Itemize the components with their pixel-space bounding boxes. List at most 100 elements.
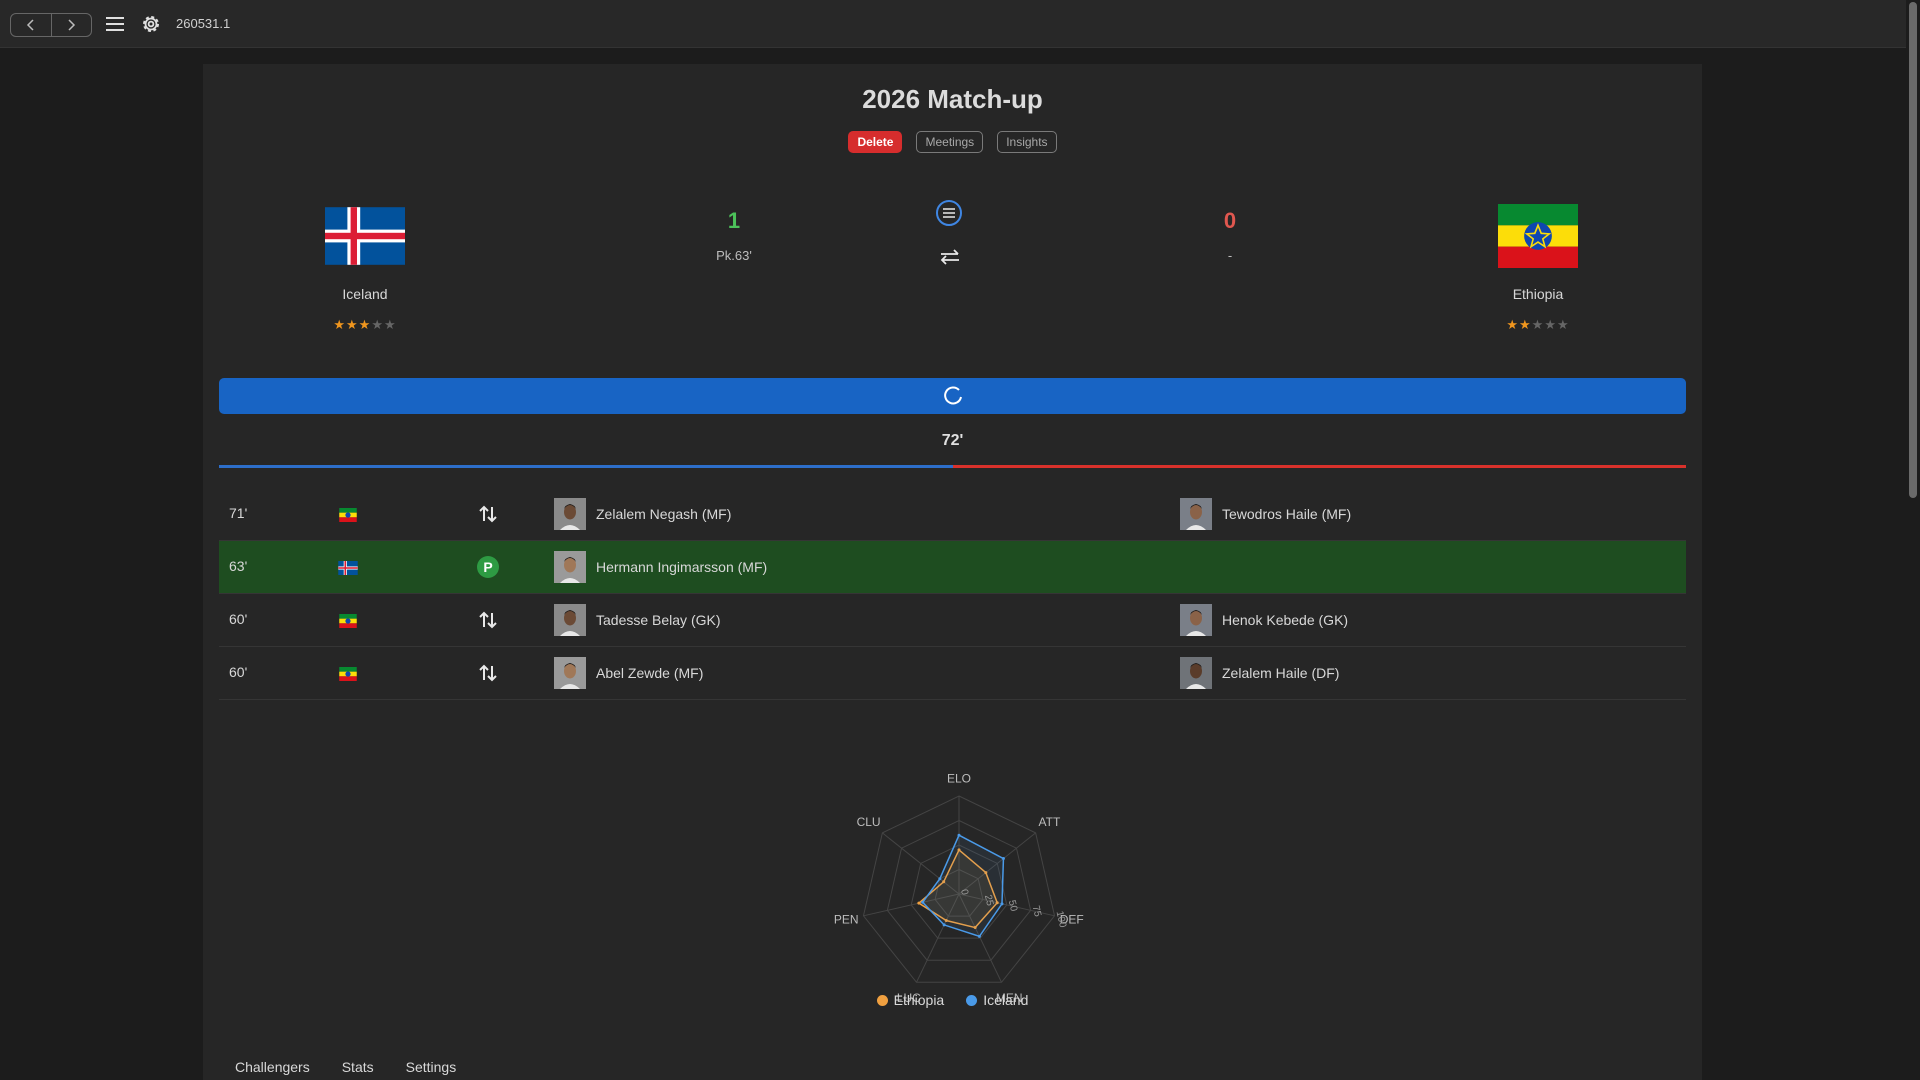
away-team: Ethiopia ★★★★★ (1458, 204, 1618, 333)
radar-point (957, 848, 961, 852)
event-row[interactable]: 60' Tadesse Belay (GK) Henok Kebede (GK) (219, 594, 1686, 647)
hamburger-menu-icon (106, 17, 124, 31)
home-team-name: Iceland (342, 286, 388, 302)
radar-axis-label: DEF (1060, 913, 1084, 927)
player-name: Hermann Ingimarsson (MF) (596, 559, 768, 575)
timeline-home-segment (219, 465, 953, 468)
star-icon: ★ (1544, 317, 1557, 332)
player-avatar (1180, 604, 1212, 636)
legend-dot-ethiopia (876, 994, 888, 1006)
tab-stats[interactable]: Stats (341, 1059, 374, 1075)
team-radar-chart: ELO ATT DEF MEN LUC PEN CLU 0 25 50 75 100 (834, 771, 1084, 1005)
radar-axis-line (863, 893, 960, 917)
event-player-primary[interactable]: Abel Zewde (MF) (554, 657, 703, 689)
radar-tick-label: 0 (958, 888, 970, 896)
event-minute: 63' (229, 558, 248, 574)
player-name: Tewodros Haile (MF) (1222, 506, 1352, 522)
settings-button[interactable] (140, 13, 162, 35)
loading-spinner-icon (943, 386, 962, 405)
version-label: 260531.1 (176, 16, 231, 31)
player-name: Abel Zewde (MF) (596, 665, 704, 681)
event-player-secondary[interactable]: Tewodros Haile (MF) (1180, 498, 1351, 530)
event-player-secondary[interactable]: Zelalem Haile (DF) (1180, 657, 1339, 689)
away-team-rating: ★★★★★ (1458, 317, 1618, 333)
star-icon: ★ (383, 317, 397, 332)
meetings-button[interactable]: Meetings (916, 131, 984, 153)
player-avatar (554, 604, 586, 636)
radar-grid-ring (910, 844, 1008, 939)
star-icon: ★ (371, 317, 384, 332)
home-team: Iceland ★★★★★ (285, 204, 445, 333)
tab-challengers[interactable]: Challengers (235, 1059, 310, 1075)
star-icon: ★ (1556, 317, 1570, 332)
substitution-icon (479, 664, 497, 682)
event-player-primary[interactable]: Tadesse Belay (GK) (554, 604, 721, 636)
chevron-left-icon (26, 19, 34, 31)
scrollbar-thumb[interactable] (1909, 2, 1917, 498)
event-player-primary[interactable]: Hermann Ingimarsson (MF) (554, 551, 767, 583)
radar-point (977, 934, 981, 938)
page-scrollbar[interactable] (1906, 0, 1920, 1080)
radar-axis-label: PEN (834, 913, 859, 927)
possession-timeline (219, 465, 1686, 468)
substitution-icon (479, 611, 497, 629)
radar-axis-label: ATT (1039, 815, 1061, 829)
event-minute: 60' (229, 664, 248, 680)
legend-dot-iceland (966, 994, 978, 1006)
match-card: 2026 Match-up Delete Meetings Insights I… (203, 64, 1702, 1080)
ethiopia-flag-icon (339, 508, 357, 522)
simulation-progress-button[interactable] (219, 378, 1686, 414)
player-avatar (1180, 498, 1212, 530)
home-score-value: 1 (727, 208, 741, 233)
delete-button[interactable]: Delete (848, 131, 903, 153)
menu-button[interactable] (104, 14, 126, 34)
event-player-primary[interactable]: Zelalem Negash (MF) (554, 498, 731, 530)
chart-legend: Ethiopia Iceland (203, 992, 1702, 1008)
star-icon: ★ (333, 317, 347, 332)
ethiopia-flag-icon (339, 614, 357, 628)
ethiopia-flag-icon[interactable] (1498, 204, 1578, 268)
radar-series-ethiopia (917, 848, 999, 929)
event-row[interactable]: 60' Abel Zewde (MF) Zelalem Haile (DF) (219, 647, 1686, 700)
ethiopia-flag-icon (339, 667, 357, 681)
back-button[interactable] (11, 14, 51, 36)
radar-point (973, 926, 977, 930)
player-name: Tadesse Belay (GK) (596, 612, 721, 628)
player-avatar (1180, 657, 1212, 689)
top-bar: 260531.1 (0, 0, 1906, 48)
legend-item-iceland[interactable]: Iceland (966, 992, 1028, 1008)
event-row[interactable]: 71' Zelalem Negash (MF) Tewodros Haile (MF… (219, 488, 1686, 541)
radar-axis-label: CLU (857, 815, 881, 829)
player-avatar (554, 498, 586, 530)
forward-button[interactable] (50, 14, 92, 36)
radar-axis-label: LUC (897, 991, 921, 1005)
radar-series-iceland (921, 834, 1005, 938)
radar-tick-label: 75 (1030, 905, 1043, 919)
iceland-flag-icon[interactable] (325, 204, 405, 268)
radar-point (942, 923, 946, 927)
player-avatar (554, 551, 586, 583)
player-name: Henok Kebede (GK) (1222, 612, 1349, 628)
radar-axis-label: ELO (947, 771, 971, 785)
radar-point (938, 877, 942, 881)
event-player-secondary[interactable]: Henok Kebede (GK) (1180, 604, 1348, 636)
page-title: 2026 Match-up (862, 84, 1043, 114)
chevron-right-icon (68, 19, 76, 31)
gear-icon (143, 16, 159, 32)
legend-item-ethiopia[interactable]: Ethiopia (876, 992, 944, 1008)
away-score: 0 - (1170, 208, 1290, 263)
event-row[interactable]: 63' P Hermann Ingimarsson (MF) (219, 541, 1686, 594)
away-score-value: 0 (1223, 208, 1237, 233)
radar-point (995, 901, 999, 905)
player-name: Zelalem Haile (DF) (1222, 665, 1340, 681)
swap-teams-button[interactable] (938, 247, 962, 267)
away-scorers: - (1227, 248, 1233, 263)
radar-axis-line (916, 893, 960, 983)
tab-settings[interactable]: Settings (405, 1059, 457, 1075)
insights-button[interactable]: Insights (997, 131, 1057, 153)
lineup-button[interactable] (936, 200, 962, 226)
radar-axis-line (958, 832, 1036, 895)
radar-tick-label: 25 (982, 894, 995, 908)
penalty-goal-icon: P (477, 556, 499, 578)
player-avatar (554, 657, 586, 689)
